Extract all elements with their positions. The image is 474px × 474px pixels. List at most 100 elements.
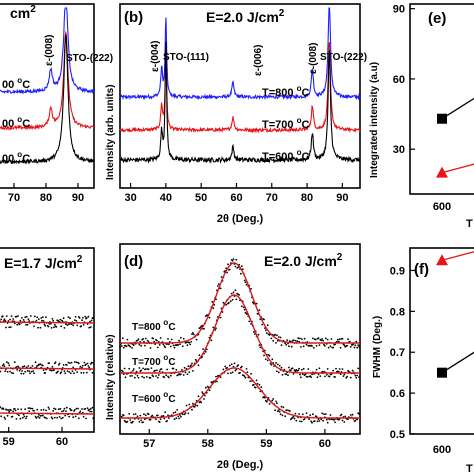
panel-d-point bbox=[320, 418, 323, 421]
panel-c-point bbox=[25, 417, 27, 420]
panel-d-point bbox=[298, 367, 300, 370]
panel-c-point bbox=[15, 315, 18, 318]
panel-d-scatter bbox=[119, 258, 360, 424]
panel-c-point bbox=[88, 366, 91, 369]
panel-d-point bbox=[318, 420, 321, 422]
panel-d-point bbox=[292, 415, 295, 418]
panel-d-point bbox=[149, 347, 152, 349]
panel-c-point bbox=[65, 410, 67, 412]
panel-d-point bbox=[237, 266, 240, 269]
panel-c-point bbox=[45, 417, 48, 420]
panel-d-point bbox=[300, 420, 303, 423]
panel-d-point bbox=[276, 410, 279, 413]
panel-d-point bbox=[232, 365, 235, 368]
panel-d-point bbox=[240, 365, 243, 368]
panel-d-point bbox=[329, 414, 332, 416]
panel-d-point bbox=[255, 302, 258, 305]
panel-d-point bbox=[180, 336, 182, 339]
panel-d-point bbox=[353, 346, 356, 349]
panel-d-point bbox=[183, 366, 186, 369]
panel-d-point bbox=[219, 376, 222, 378]
panel-d-point bbox=[305, 343, 308, 346]
panel-b: (b) E=2.0 J/cm2 ε-(004) STO-(111) ε-(006… bbox=[105, 3, 367, 225]
panel-c-point bbox=[41, 414, 44, 417]
panel-d-point bbox=[276, 334, 278, 337]
panel-c-fit-2 bbox=[0, 412, 95, 415]
panel-d-frame bbox=[119, 243, 361, 435]
panel-c-point bbox=[76, 371, 79, 374]
panel-d-point bbox=[289, 369, 292, 372]
panel-c-point bbox=[9, 370, 11, 373]
panel-d-point bbox=[336, 340, 338, 343]
panel-d-point bbox=[163, 417, 166, 420]
panel-d-point bbox=[132, 368, 135, 370]
panel-d-point bbox=[215, 327, 217, 330]
panel-d-point bbox=[354, 420, 357, 422]
panel-d-point bbox=[180, 415, 182, 418]
panel-a-series-label-600: 00 oC bbox=[2, 150, 30, 165]
panel-d-point bbox=[340, 413, 343, 416]
panel-c-point bbox=[28, 410, 31, 412]
panel-d-point bbox=[330, 338, 333, 340]
panel-c-point bbox=[72, 324, 75, 327]
panel-c-point bbox=[24, 408, 27, 411]
panel-d-point bbox=[294, 339, 297, 342]
panel-d-point bbox=[239, 371, 241, 374]
panel-d-point bbox=[264, 358, 267, 360]
panel-d-point bbox=[277, 371, 280, 374]
panel-d-point bbox=[317, 373, 320, 376]
panel-c-point bbox=[76, 324, 79, 327]
panel-c-point bbox=[33, 372, 35, 375]
panel-d-point bbox=[356, 374, 359, 377]
panel-d-point bbox=[320, 339, 323, 342]
panel-c-point bbox=[33, 325, 35, 328]
panel-d-point bbox=[343, 373, 346, 376]
panel-d-point bbox=[286, 409, 288, 411]
panel-d-point bbox=[136, 374, 139, 377]
panel-d-point bbox=[141, 375, 144, 378]
panel-d-point bbox=[162, 343, 165, 346]
panel-c-point bbox=[87, 315, 90, 318]
panel-c-point bbox=[61, 416, 64, 419]
panel-c-point bbox=[92, 417, 95, 420]
panel-b-series-black bbox=[119, 41, 361, 165]
panel-d-point bbox=[339, 346, 342, 349]
panel-d-point bbox=[166, 368, 169, 371]
panel-d-point bbox=[270, 337, 273, 340]
panel-d-point bbox=[258, 383, 261, 386]
panel-d-point bbox=[300, 338, 303, 340]
panel-c-point bbox=[42, 408, 45, 411]
panel-c-point bbox=[34, 415, 37, 418]
panel-d-point bbox=[144, 414, 147, 417]
panel-d-point bbox=[269, 362, 272, 365]
panel-d-point bbox=[157, 374, 160, 376]
panel-c-point bbox=[27, 318, 30, 321]
panel-d-point bbox=[183, 413, 186, 416]
panel-c-point bbox=[0, 370, 2, 373]
panel-d-point bbox=[192, 402, 194, 405]
panel-c-point bbox=[45, 316, 47, 319]
panel-d-point bbox=[167, 414, 169, 417]
panel-c-point bbox=[45, 409, 47, 412]
panel-d-x-tick-label-60: 60 bbox=[319, 438, 331, 450]
panel-d-point bbox=[139, 414, 142, 417]
panel-c-point bbox=[34, 361, 37, 364]
panel-c-point bbox=[69, 372, 72, 375]
panel-c-point bbox=[24, 370, 27, 373]
panel-c-point bbox=[60, 417, 63, 420]
panel-d-point bbox=[119, 345, 121, 348]
panel-d-point bbox=[191, 408, 193, 411]
panel-d-point bbox=[132, 420, 134, 423]
panel-c-point bbox=[37, 318, 40, 320]
panel-d-point bbox=[349, 414, 352, 416]
panel-c-point bbox=[18, 323, 21, 326]
panel-c-point bbox=[57, 408, 60, 411]
panel-c-point bbox=[53, 369, 55, 372]
panel-c-point bbox=[60, 371, 63, 374]
panel-c-point bbox=[2, 408, 5, 410]
panel-d-point bbox=[195, 338, 198, 341]
panel-a-peak-label-sto222: STO-(222) bbox=[66, 53, 113, 64]
panel-d-point bbox=[265, 332, 268, 334]
panel-d-point bbox=[299, 373, 301, 376]
panel-b-x-ticks: 30 40 50 60 70 80 90 bbox=[124, 183, 348, 204]
